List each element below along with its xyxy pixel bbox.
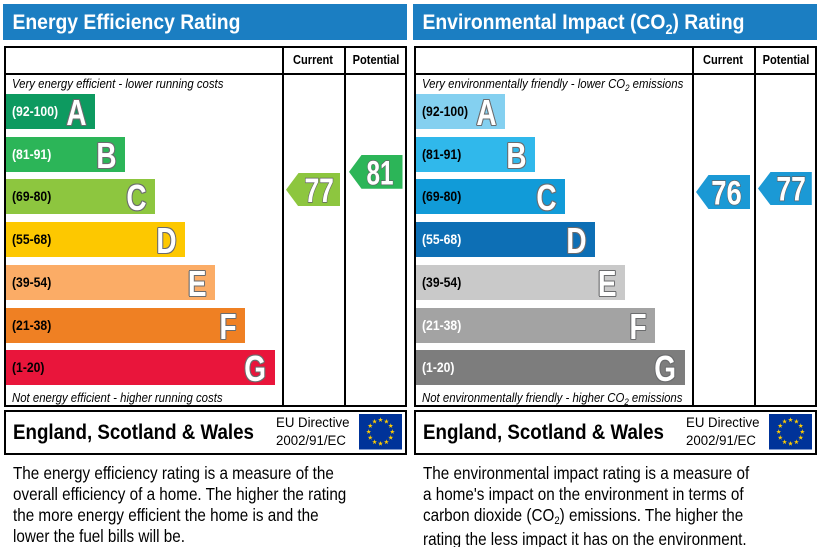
svg-text:76: 76 — [711, 175, 742, 209]
svg-text:77: 77 — [776, 172, 805, 205]
svg-text:81: 81 — [367, 155, 394, 189]
svg-text:77: 77 — [305, 173, 334, 207]
